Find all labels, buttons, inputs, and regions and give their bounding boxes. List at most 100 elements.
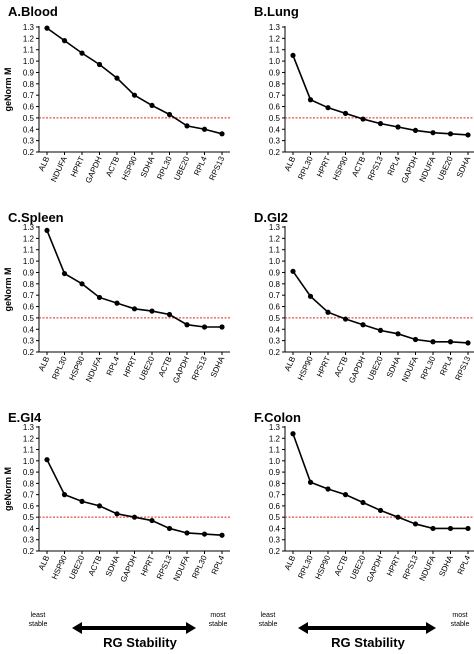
y-tick-label: 1.3 [23, 223, 35, 232]
x-tick-label: GAPDH [365, 554, 385, 584]
x-tick-label: RPL30 [190, 554, 209, 580]
x-tick-label: NDUFA [418, 154, 438, 183]
data-point-gapdh [412, 127, 419, 134]
most-stable-label-right-line1: most [452, 612, 467, 619]
data-point-actb [360, 116, 366, 122]
data-point-gapdh [360, 322, 366, 328]
x-tick-label: RPL4 [438, 355, 455, 377]
panel-title: E.GI4 [8, 410, 42, 425]
x-tick-label: RPS13 [207, 155, 226, 182]
data-point-rps13 [219, 131, 225, 137]
x-tick-label: HPRT [315, 355, 332, 379]
data-point-ndufa [412, 336, 419, 343]
x-tick-label: RPS13 [155, 554, 174, 581]
x-tick-label: RPL30 [296, 554, 315, 580]
y-tick-label: 0.4 [23, 125, 35, 134]
data-point-sdha [219, 324, 225, 330]
panels-group: A.Blood geNorm M 0.2 0.3 0.4 0.5 0.6 0.7 0.8 0.9 1… [3, 4, 474, 584]
x-tick-label: ALB [283, 355, 298, 373]
series-line [46, 459, 223, 537]
y-tick-label: 0.2 [269, 148, 281, 157]
data-point-rpl30 [166, 111, 173, 118]
y-tick-label: 0.4 [269, 325, 281, 334]
data-point-gapdh [131, 514, 138, 520]
x-tick-label: UBE20 [436, 155, 455, 182]
y-axis-label: geNorm M [3, 67, 13, 111]
data-point-actb [114, 75, 120, 81]
x-tick-label: HSP90 [50, 554, 69, 581]
data-point-hsp90 [342, 110, 349, 116]
data-point-hprt [131, 306, 138, 312]
x-tick-label: HPRT [315, 155, 332, 179]
data-point-hprt [395, 514, 401, 520]
x-tick-label: GAPDH [119, 554, 139, 584]
x-tick-label: RPL30 [419, 355, 438, 381]
y-tick-label: 0.7 [269, 491, 281, 500]
data-point-alb [44, 457, 50, 463]
data-point-ube20 [149, 308, 155, 314]
y-tick-label: 0.5 [269, 513, 281, 522]
x-tick-label: NDUFA [400, 354, 420, 383]
y-tick-label: 0.8 [269, 479, 281, 488]
y-tick-label: 0.7 [23, 491, 35, 500]
y-tick-label: 1.2 [23, 34, 35, 43]
x-tick-label: GAPDH [171, 355, 191, 385]
y-tick-label: 0.8 [23, 479, 35, 488]
data-point-actb [342, 492, 349, 498]
data-point-alb [290, 52, 296, 59]
y-tick-label: 1.0 [23, 257, 35, 266]
x-tick-label: ACTB [104, 155, 121, 178]
x-tick-label: RPS13 [190, 355, 209, 382]
y-tick-label: 0.9 [23, 468, 35, 477]
x-tick-label: ALB [37, 155, 52, 173]
y-tick-label: 1.3 [269, 23, 281, 32]
data-point-hsp90 [131, 92, 138, 98]
y-axis-label: geNorm M [3, 267, 13, 311]
data-point-ube20 [377, 327, 384, 334]
y-tick-label: 0.2 [269, 547, 281, 556]
y-tick-label: 1.0 [269, 257, 281, 266]
x-tick-label: NDUFA [172, 553, 192, 582]
data-point-rps13 [201, 324, 208, 330]
data-point-rpl30 [61, 270, 68, 277]
data-point-hprt [325, 105, 331, 111]
rg-stability-title-right: RG Stability [331, 635, 405, 650]
data-point-hsp90 [307, 293, 314, 299]
panel-title: F.Colon [254, 410, 301, 425]
data-point-rpl30 [430, 339, 436, 345]
y-tick-label: 1.0 [23, 57, 35, 66]
y-tick-label: 0.7 [269, 91, 281, 100]
x-tick-label: ALB [37, 355, 52, 373]
data-point-gapdh [184, 322, 190, 328]
panel-6: F.Colon 0.2 0.3 0.4 0.5 0.6 0.7 0.8 0.9 1.0 1.1 1.2… [254, 410, 474, 584]
x-tick-label: HSP90 [313, 554, 332, 581]
data-point-ndufa [61, 38, 68, 44]
y-tick-label: 0.8 [269, 280, 281, 289]
y-tick-label: 0.4 [269, 125, 281, 134]
x-tick-label: HPRT [69, 155, 86, 179]
y-tick-label: 0.2 [269, 348, 281, 357]
x-tick-label: RPL30 [155, 155, 174, 181]
least-stable-label-right-line2: stable [259, 621, 278, 628]
data-point-gapdh [96, 61, 103, 68]
y-tick-label: 1.2 [269, 434, 281, 443]
y-tick-label: 0.8 [23, 280, 35, 289]
y-tick-label: 1.2 [269, 234, 281, 243]
data-point-alb [44, 227, 50, 234]
data-point-rpl30 [201, 531, 208, 537]
y-tick-label: 0.6 [269, 103, 281, 112]
panel-title: D.GI2 [254, 210, 288, 225]
x-tick-label: HPRT [122, 355, 139, 379]
y-tick-label: 1.1 [269, 446, 281, 455]
x-tick-label: NDUFA [84, 354, 104, 383]
y-tick-label: 0.6 [23, 103, 35, 112]
data-point-rpl4 [201, 126, 208, 132]
y-tick-label: 1.3 [269, 423, 281, 432]
panel-5: E.GI4 geNorm M 0.2 0.3 0.4 0.5 0.6 0.7 0.8 0.9 1.0… [3, 410, 230, 584]
x-tick-label: RPL4 [456, 554, 473, 576]
data-point-rpl30 [307, 479, 314, 485]
x-tick-label: HPRT [139, 554, 156, 578]
y-tick-label: 0.2 [23, 547, 35, 556]
y-tick-label: 0.6 [269, 303, 281, 312]
x-tick-label: RPL30 [50, 355, 69, 381]
